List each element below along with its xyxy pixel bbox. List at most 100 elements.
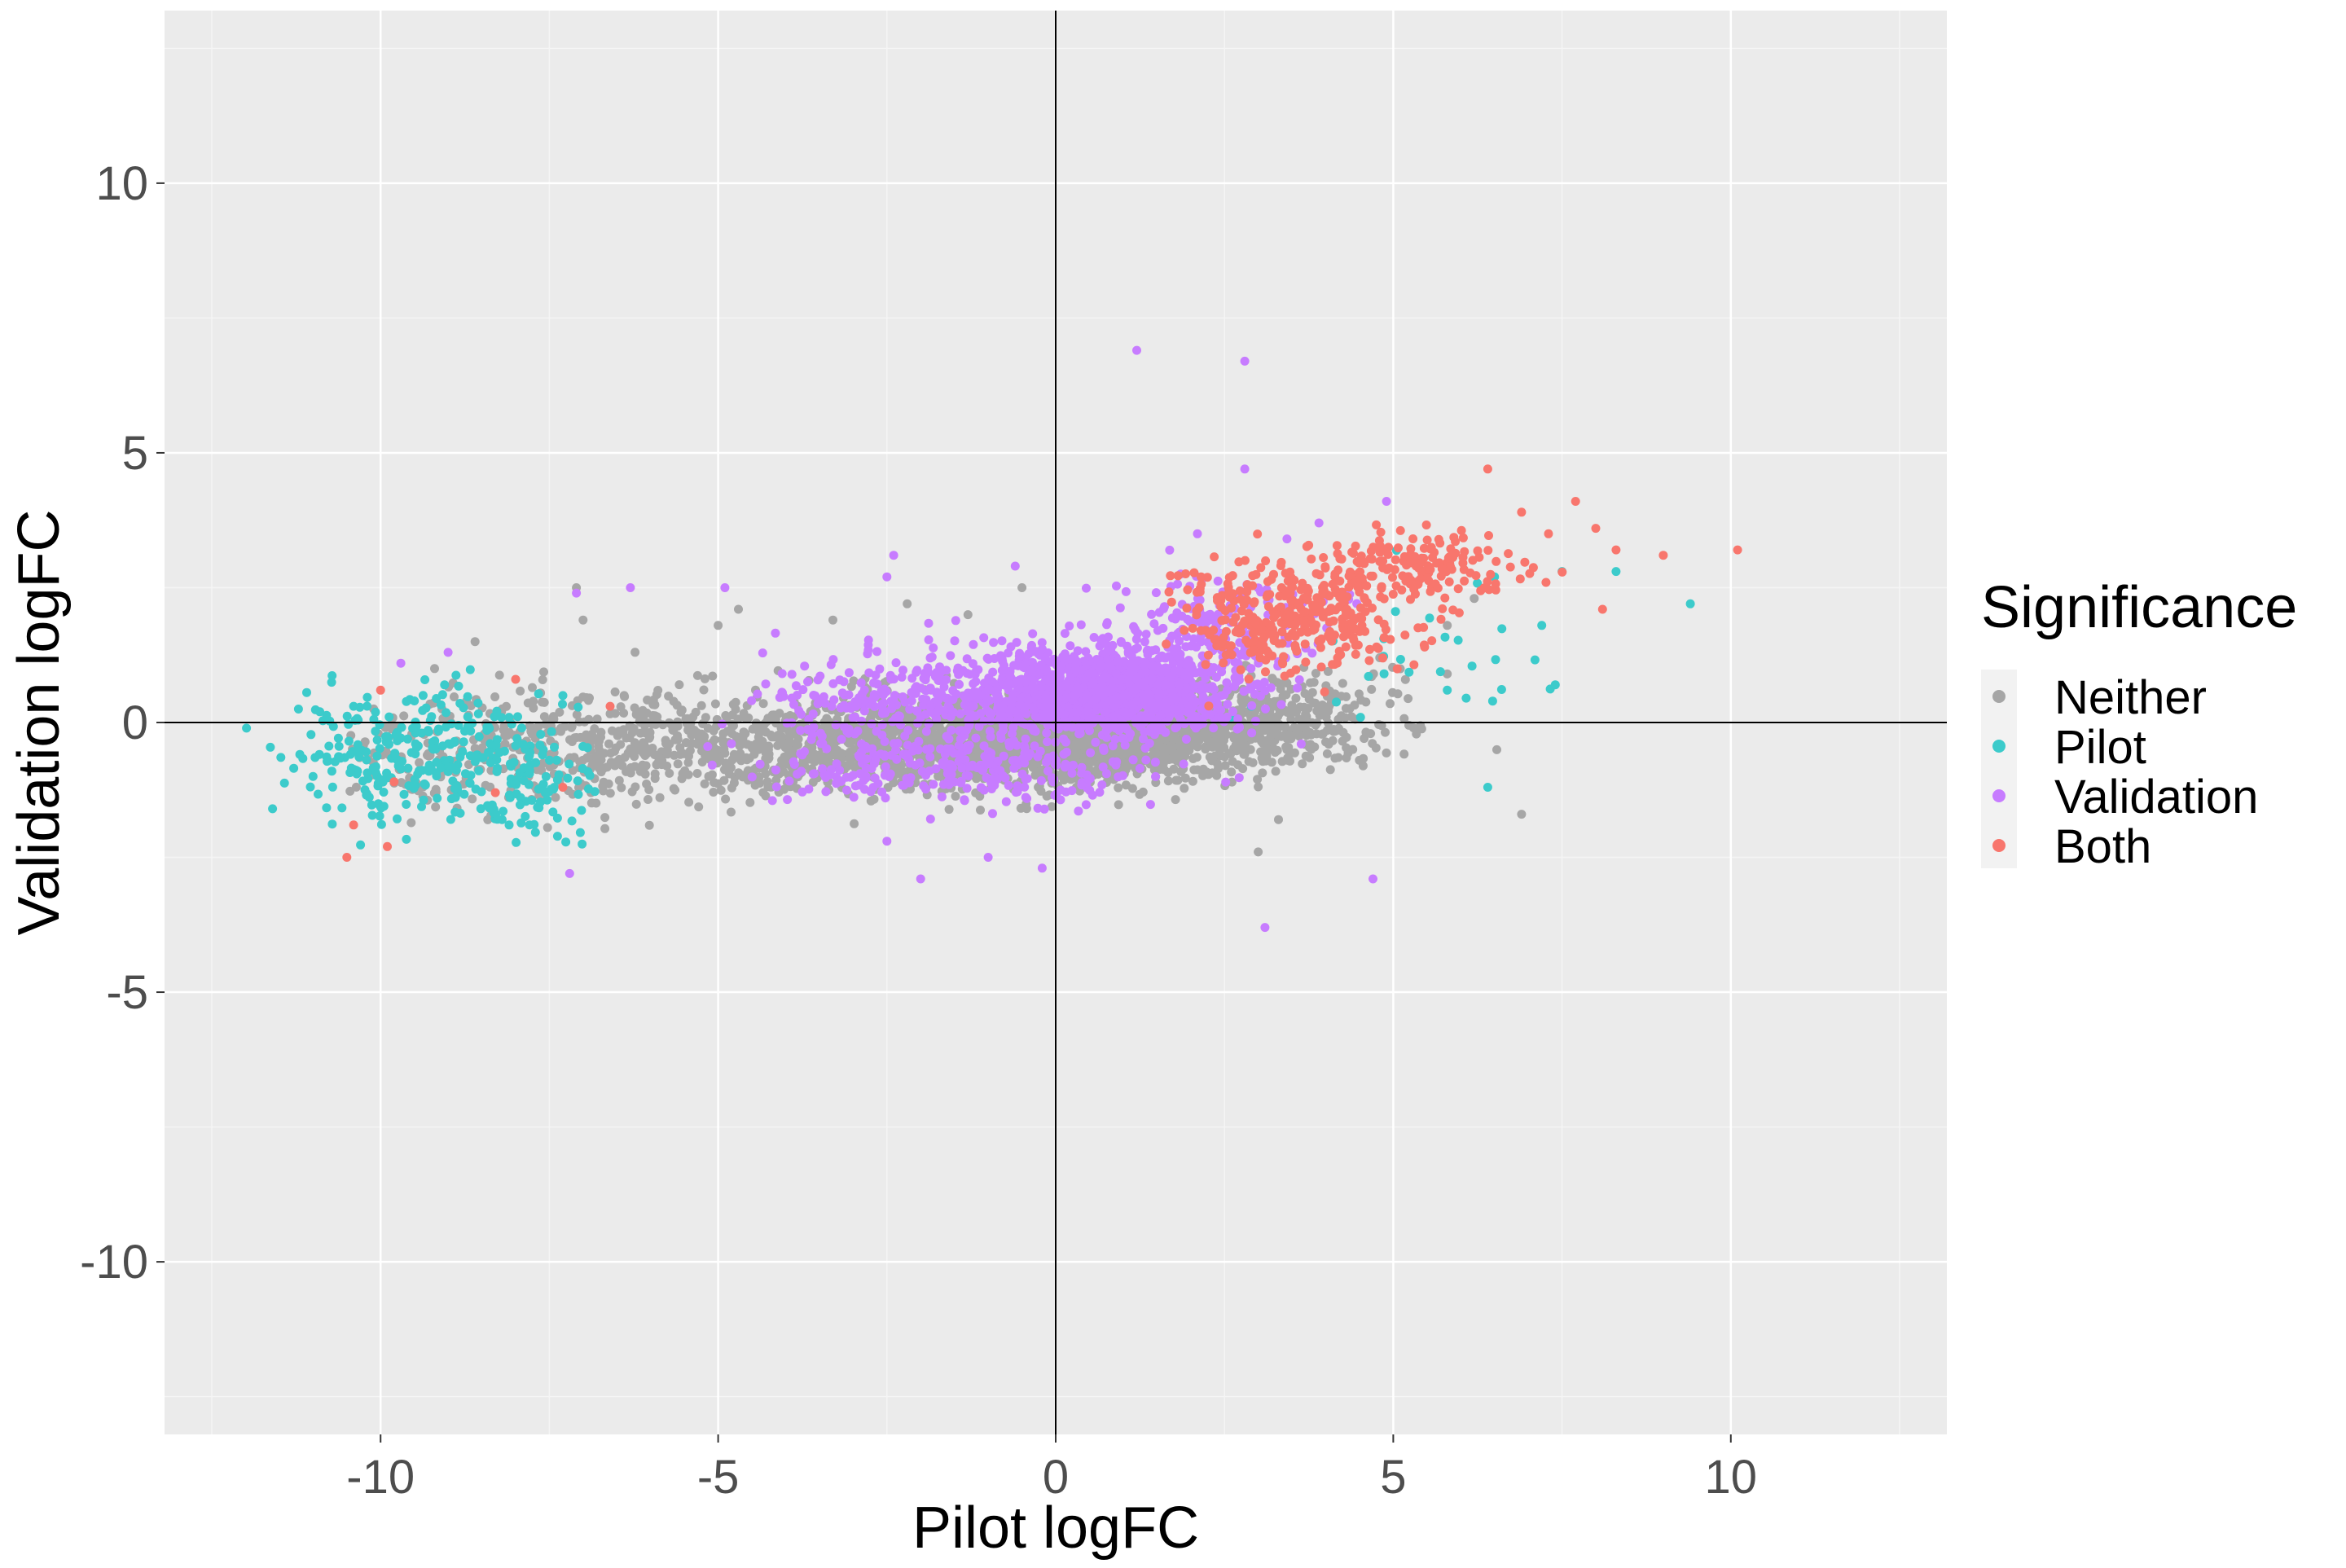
point-pilot [343, 712, 352, 721]
point-neither [643, 749, 652, 758]
point-validation [864, 635, 873, 644]
point-validation [1247, 701, 1256, 710]
point-pilot [482, 723, 491, 731]
point-pilot [349, 702, 358, 711]
point-validation [1175, 680, 1184, 689]
point-pilot [492, 741, 501, 750]
point-neither [828, 616, 837, 625]
point-pilot [324, 742, 333, 751]
point-validation [951, 636, 960, 645]
point-validation [925, 619, 934, 628]
point-pilot [346, 750, 355, 759]
point-neither [529, 696, 538, 705]
point-neither [765, 753, 774, 762]
point-pilot [393, 815, 402, 824]
point-neither [594, 734, 603, 743]
point-pilot [1537, 621, 1546, 630]
point-validation [949, 708, 958, 717]
point-neither [1171, 795, 1180, 804]
point-neither [850, 819, 859, 828]
point-validation [727, 740, 736, 749]
point-pilot [536, 730, 545, 739]
point-neither [1286, 749, 1295, 758]
point-neither [1159, 759, 1168, 768]
point-pilot [1531, 656, 1540, 665]
point-validation [1064, 703, 1073, 712]
point-pilot [1497, 624, 1506, 633]
point-pilot [319, 716, 327, 725]
point-validation [1141, 658, 1150, 667]
point-validation [814, 675, 823, 684]
point-neither [1245, 757, 1254, 766]
point-pilot [547, 784, 556, 793]
point-pilot [450, 784, 459, 793]
point-neither [1232, 740, 1241, 749]
point-pilot [427, 764, 436, 773]
point-neither [644, 795, 652, 804]
point-neither [762, 727, 771, 736]
point-neither [1326, 765, 1335, 774]
point-pilot [314, 790, 323, 799]
point-neither [710, 778, 718, 787]
point-validation [1293, 683, 1302, 692]
point-pilot [1488, 696, 1497, 705]
point-pilot [1356, 713, 1365, 722]
point-pilot [1364, 672, 1373, 681]
point-pilot [538, 750, 547, 759]
point-neither [590, 758, 599, 767]
point-neither [668, 726, 677, 735]
point-pilot [397, 734, 406, 743]
point-pilot [550, 743, 559, 752]
point-pilot [568, 816, 577, 825]
point-pilot [276, 753, 285, 762]
point-validation [1008, 729, 1017, 738]
point-pilot [525, 780, 534, 789]
point-neither [674, 759, 683, 768]
point-neither [753, 727, 762, 736]
point-pilot [1492, 655, 1500, 664]
point-validation [946, 651, 955, 660]
point-pilot [578, 840, 586, 849]
point-neither [595, 745, 604, 754]
point-validation [1092, 656, 1101, 665]
point-neither [1306, 679, 1315, 687]
point-neither [612, 744, 621, 753]
point-validation [1009, 661, 1018, 670]
point-neither [619, 709, 628, 718]
point-neither [1254, 783, 1263, 792]
point-neither [1470, 594, 1478, 603]
point-neither [516, 687, 525, 696]
point-validation [1059, 681, 1068, 690]
point-neither [1330, 727, 1339, 736]
point-pilot [376, 801, 384, 810]
point-neither [642, 762, 651, 771]
point-neither [719, 744, 728, 753]
point-neither [718, 736, 727, 744]
point-validation [1139, 735, 1148, 744]
point-validation [951, 616, 960, 625]
point-pilot [477, 753, 486, 762]
point-pilot [536, 797, 545, 806]
point-pilot [1426, 613, 1434, 622]
point-pilot [434, 725, 443, 734]
point-neither [658, 720, 667, 729]
point-neither [675, 743, 684, 752]
point-pilot [534, 689, 543, 698]
point-neither [490, 692, 499, 701]
point-validation [1063, 654, 1072, 663]
point-pilot [1454, 636, 1463, 645]
point-neither [1128, 784, 1137, 793]
point-neither [711, 700, 720, 709]
point-validation [1297, 740, 1306, 749]
point-validation [1251, 717, 1260, 726]
point-neither [964, 610, 973, 619]
point-validation [708, 761, 717, 770]
point-validation [969, 702, 978, 711]
point-pilot [565, 760, 573, 769]
point-pilot [442, 708, 450, 717]
point-neither [648, 720, 657, 729]
point-validation [845, 668, 854, 677]
point-neither [1368, 739, 1377, 748]
point-pilot [350, 716, 359, 725]
point-neither [1417, 724, 1426, 733]
